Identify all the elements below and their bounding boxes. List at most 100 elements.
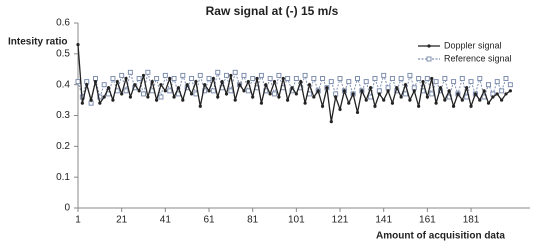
data-point <box>106 86 111 90</box>
data-point <box>189 92 194 96</box>
legend-marker <box>427 44 431 48</box>
data-point <box>123 88 129 94</box>
data-point <box>216 95 220 99</box>
data-point <box>185 83 189 87</box>
data-point <box>102 95 106 99</box>
data-point <box>302 72 308 78</box>
data-point <box>456 92 460 96</box>
data-point <box>150 79 154 84</box>
data-point <box>412 89 416 93</box>
data-point <box>228 88 234 94</box>
data-point <box>207 89 211 93</box>
x-tick-label: 41 <box>160 215 172 226</box>
y-axis-title: Intesity ratio <box>8 37 67 48</box>
data-point <box>381 72 387 78</box>
data-point <box>159 83 163 87</box>
data-point <box>176 86 181 90</box>
legend-label: Reference signal <box>444 53 512 63</box>
data-point <box>162 72 168 78</box>
data-point <box>98 101 102 105</box>
data-point <box>259 101 264 105</box>
data-point <box>372 76 378 81</box>
data-point <box>499 88 505 94</box>
data-point <box>286 98 290 102</box>
data-point <box>389 76 395 81</box>
data-point <box>329 120 333 124</box>
x-tick-label: 81 <box>247 215 259 226</box>
data-point <box>364 98 368 102</box>
data-point <box>504 92 508 96</box>
data-point <box>246 79 250 84</box>
data-point <box>316 89 320 93</box>
data-point <box>75 79 81 85</box>
data-point <box>482 89 486 93</box>
data-point <box>325 86 329 90</box>
data-point <box>194 79 198 84</box>
data-point <box>433 79 439 85</box>
data-point <box>285 76 291 81</box>
data-point <box>507 82 513 88</box>
data-point <box>399 95 403 99</box>
data-point <box>172 95 176 99</box>
data-point <box>494 79 500 85</box>
data-point <box>398 76 404 81</box>
data-point <box>277 95 281 99</box>
series-line <box>77 44 511 122</box>
data-point <box>233 98 237 102</box>
data-point <box>171 76 177 81</box>
data-point <box>128 95 133 99</box>
data-point <box>146 95 150 99</box>
data-point <box>363 79 369 85</box>
data-point <box>293 76 299 81</box>
data-point <box>272 91 278 97</box>
data-point <box>180 72 186 78</box>
data-point <box>385 85 391 91</box>
y-tick-label: 0.3 <box>56 110 70 121</box>
data-point <box>508 89 512 93</box>
data-point <box>451 79 457 85</box>
data-point <box>101 82 107 88</box>
data-point <box>241 72 247 78</box>
data-point <box>168 76 172 81</box>
data-point <box>189 76 195 81</box>
data-point <box>89 98 93 102</box>
data-point <box>264 83 268 87</box>
data-point <box>258 72 264 78</box>
data-point <box>491 95 495 99</box>
data-point <box>451 104 456 108</box>
data-point <box>137 89 141 93</box>
data-point <box>468 79 474 85</box>
data-point <box>377 92 381 96</box>
data-point <box>141 73 146 78</box>
data-point <box>250 76 256 81</box>
data-point <box>368 86 373 90</box>
data-point <box>92 76 98 81</box>
data-point <box>442 76 448 81</box>
data-point <box>347 101 351 105</box>
data-point <box>311 76 317 81</box>
data-point <box>429 91 435 97</box>
data-point <box>320 104 325 108</box>
data-point <box>281 76 285 81</box>
data-point <box>93 79 98 84</box>
data-point <box>478 98 482 102</box>
data-point <box>303 101 307 105</box>
data-point <box>124 76 128 81</box>
data-point <box>416 76 422 81</box>
data-point <box>390 101 395 105</box>
data-point <box>245 88 251 94</box>
data-point <box>85 83 89 87</box>
data-point <box>403 83 408 87</box>
data-point <box>115 79 119 84</box>
data-point <box>337 76 343 81</box>
data-point <box>215 69 221 75</box>
data-point <box>421 79 425 84</box>
data-point <box>486 101 491 105</box>
data-point <box>197 72 203 78</box>
x-axis-title: Amount of acquisition data <box>376 231 505 242</box>
data-point <box>229 73 233 78</box>
series-line <box>77 70 511 104</box>
data-point <box>417 104 421 108</box>
